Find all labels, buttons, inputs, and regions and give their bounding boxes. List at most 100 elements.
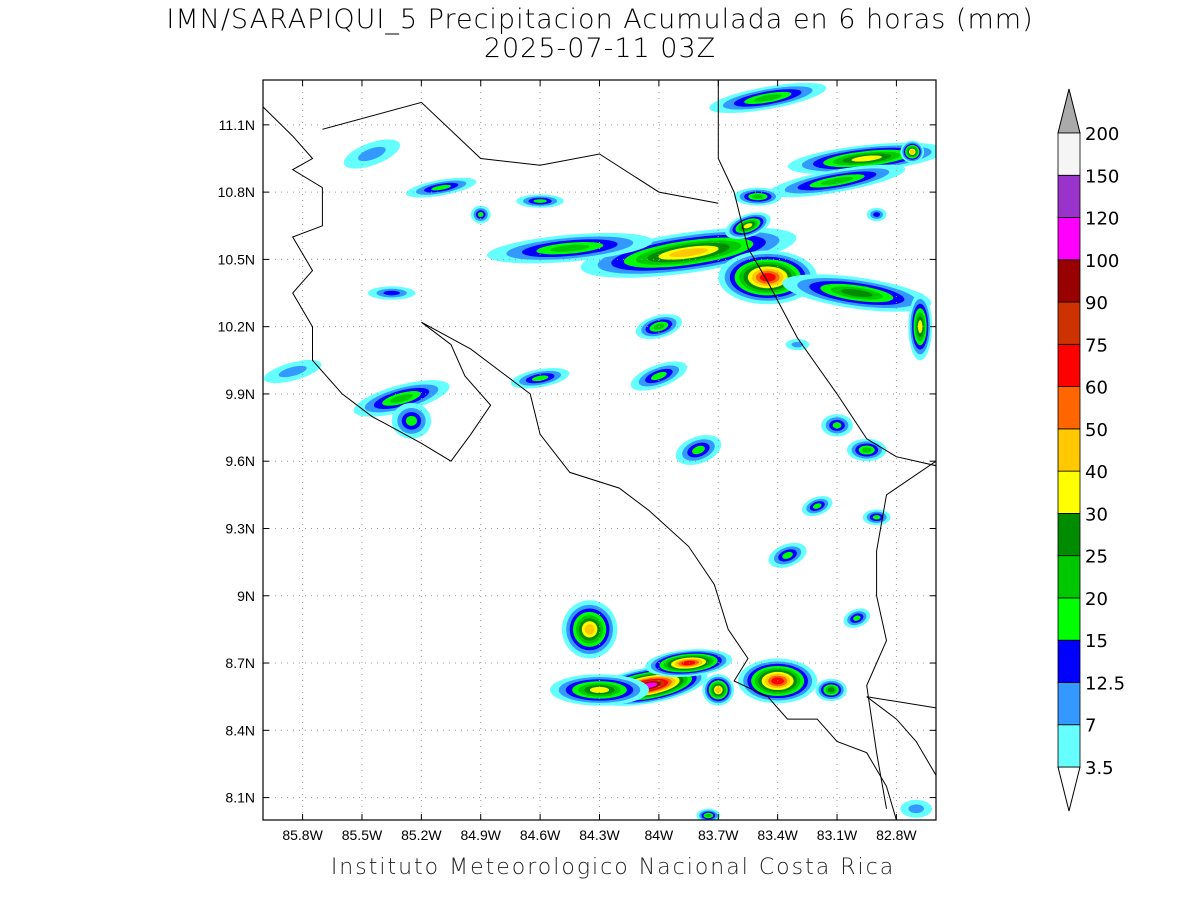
colorbar-band xyxy=(1057,682,1081,726)
lon-tick-label: 84W xyxy=(644,827,674,843)
colorbar-band xyxy=(1057,217,1081,261)
colorbar-band xyxy=(1057,597,1081,641)
precip-contour xyxy=(533,199,547,203)
precip-contour xyxy=(873,212,881,217)
precip-cell xyxy=(367,286,416,300)
precip-contour xyxy=(812,503,822,509)
precip-contour xyxy=(383,290,400,296)
precip-cell xyxy=(406,177,477,198)
lon-tick-label: 85.8W xyxy=(282,827,323,843)
lat-tick-label: 8.1N xyxy=(225,790,255,806)
lat-tick-label: 11.1N xyxy=(219,117,255,133)
colorbar-band xyxy=(1057,174,1081,218)
precip-contour xyxy=(531,375,549,382)
colorbar-label: 7 xyxy=(1085,716,1096,737)
precip-contour xyxy=(820,177,854,185)
precip-cell xyxy=(391,402,432,439)
colorbar-label: 60 xyxy=(1085,378,1108,399)
colorbar-label: 50 xyxy=(1085,420,1108,441)
colorbar-label: 120 xyxy=(1085,209,1119,230)
precip-cell xyxy=(866,207,887,222)
lat-tick-label: 10.2N xyxy=(218,319,255,335)
colorbar-label: 40 xyxy=(1085,462,1108,483)
precip-cell xyxy=(843,608,871,628)
page-subtitle: 2025-07-11 03Z xyxy=(483,33,717,64)
country-border xyxy=(322,101,719,204)
precip-contour xyxy=(791,341,804,348)
lat-tick-label: 9N xyxy=(237,588,255,604)
longitude-axis: 85.8W 85.5W 85.2W 84.9W 84.6W 84.3W 84W 83.7W 83… xyxy=(282,80,917,843)
precip-cell xyxy=(696,808,721,820)
colorbar-label: 3.5 xyxy=(1085,758,1114,779)
precip-cell xyxy=(486,232,653,264)
colorbar-band xyxy=(1057,132,1081,176)
precip-cell xyxy=(353,380,450,417)
precip-contour xyxy=(782,551,793,559)
precip-contour xyxy=(861,447,872,453)
precip-cell xyxy=(550,674,649,706)
lat-tick-label: 10.8N xyxy=(218,184,255,200)
colorbar-legend: 3.5 7 12.5 15 20 25 30 40 50 60 75 90 100 120 150 200 xyxy=(1057,88,1125,812)
precip-contour xyxy=(910,149,915,154)
lon-tick-label: 84.9W xyxy=(461,827,502,843)
precip-contour xyxy=(872,515,881,520)
colorbar-label: 100 xyxy=(1085,251,1119,272)
precip-cell xyxy=(815,678,847,702)
lat-tick-label: 8.7N xyxy=(225,655,255,671)
lat-tick-label: 9.3N xyxy=(225,520,255,536)
precip-contour xyxy=(431,184,451,191)
precip-contour xyxy=(589,686,610,693)
precip-cell xyxy=(785,339,810,351)
lat-tick-label: 10.5N xyxy=(218,251,255,267)
precip-cell xyxy=(343,139,401,169)
precip-contour xyxy=(752,194,764,199)
lat-tick-label: 9.6N xyxy=(225,453,255,469)
precip-cell xyxy=(862,509,891,526)
colorbar-band xyxy=(1057,724,1081,768)
colorbar-label: 20 xyxy=(1085,589,1108,610)
lat-tick-label: 9.9N xyxy=(225,386,255,402)
precip-contour xyxy=(705,813,712,818)
precip-contour xyxy=(908,804,924,814)
colorbar-label: 150 xyxy=(1085,166,1119,187)
precip-contour xyxy=(651,371,667,381)
precip-contour xyxy=(278,365,307,378)
colorbar-high-arrow xyxy=(1057,88,1081,134)
precip-cell xyxy=(580,227,797,278)
lon-tick-label: 85.5W xyxy=(342,827,383,843)
precip-cell xyxy=(725,212,771,240)
precip-cell xyxy=(630,361,688,391)
coastline xyxy=(866,696,936,776)
precip-cell xyxy=(263,359,322,384)
colorbar-band xyxy=(1057,428,1081,472)
colorbar-label: 90 xyxy=(1085,293,1108,314)
precip-cell xyxy=(702,674,735,706)
precip-cell xyxy=(900,799,933,818)
precip-cell xyxy=(516,194,564,208)
precip-cell xyxy=(846,438,887,462)
lon-tick-label: 84.6W xyxy=(520,827,561,843)
colorbar-low-arrow xyxy=(1057,766,1081,812)
precip-cell xyxy=(782,274,932,312)
colorbar-band xyxy=(1057,639,1081,683)
lon-tick-label: 85.2W xyxy=(401,827,442,843)
lon-tick-label: 83.7W xyxy=(698,827,739,843)
colorbar-band xyxy=(1057,555,1081,599)
precip-cell xyxy=(709,82,827,114)
precip-contour xyxy=(390,394,414,403)
lat-lon-grid xyxy=(263,80,936,820)
lon-tick-label: 83.4W xyxy=(757,827,798,843)
precip-contour xyxy=(405,415,417,426)
precip-contour xyxy=(715,687,722,693)
colorbar-label: 200 xyxy=(1085,124,1119,145)
precip-cell xyxy=(645,649,732,677)
precip-contour xyxy=(753,94,782,102)
lon-tick-label: 83.1W xyxy=(817,827,858,843)
lat-tick-label: 8.4N xyxy=(225,722,255,738)
lon-tick-label: 84.3W xyxy=(579,827,620,843)
precip-contour xyxy=(358,146,386,162)
precip-cell xyxy=(510,368,570,389)
precip-contour xyxy=(669,248,708,258)
colorbar-label: 30 xyxy=(1085,504,1108,525)
